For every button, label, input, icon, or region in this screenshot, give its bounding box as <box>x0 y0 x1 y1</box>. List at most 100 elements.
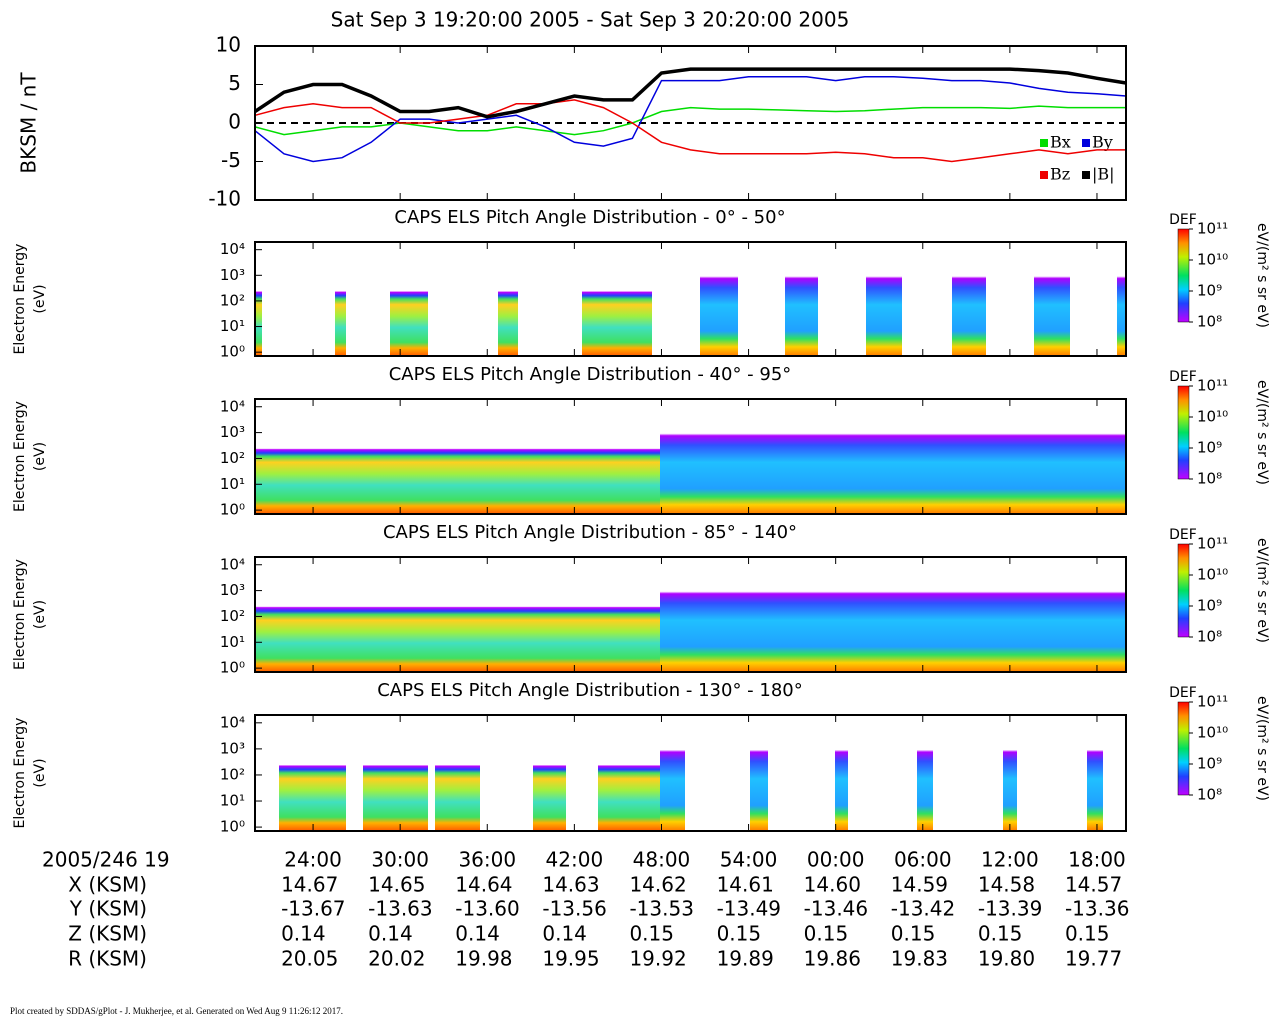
spectrogram-band <box>952 242 986 356</box>
y-tick-label: 10⁰ <box>220 343 245 361</box>
colorbar-tick-label: 10⁹ <box>1197 755 1222 773</box>
spectrogram-band <box>598 715 660 831</box>
legend-label: By <box>1092 133 1113 152</box>
colorbar-tick-label: 10⁹ <box>1197 282 1222 300</box>
colorbar <box>1177 228 1190 323</box>
spectrogram-band <box>255 399 660 514</box>
y-tick-label: 10¹ <box>220 633 245 651</box>
colorbar-tick-label: 10¹¹ <box>1197 693 1228 711</box>
colorbar-tick-label: 10¹⁰ <box>1197 408 1228 426</box>
legend-swatch <box>1040 171 1048 179</box>
row-value: 0.15 <box>717 922 762 946</box>
row-value: 0.14 <box>455 922 500 946</box>
y-axis-label: (eV) <box>32 600 48 629</box>
y-tick-label: 10² <box>220 765 245 783</box>
data-line <box>254 99 1126 163</box>
plot-frame <box>254 556 1127 673</box>
row-value: 0.15 <box>629 922 674 946</box>
colorbar-tick-label: 10⁸ <box>1197 786 1222 804</box>
colorbar-unit: eV/(m² s sr eV) <box>1254 223 1270 328</box>
y-tick-label: 10⁰ <box>220 501 245 519</box>
colorbar-tick-label: 10¹¹ <box>1197 220 1228 238</box>
row-value: -13.67 <box>281 897 345 921</box>
x-tick-label: 36:00 <box>458 848 516 872</box>
row-label: X (KSM) <box>68 873 147 897</box>
colorbar-label: DEF <box>1169 369 1197 385</box>
spectrogram-band <box>255 557 660 672</box>
row-value: 19.95 <box>542 947 599 971</box>
row-value: 14.65 <box>368 873 425 897</box>
y-tick-label: 10¹ <box>220 475 245 493</box>
y-tick-label: -10 <box>208 187 241 211</box>
x-tick-label: 18:00 <box>1068 848 1126 872</box>
spectrogram-band <box>866 242 902 356</box>
spectrogram-band <box>390 242 428 356</box>
y-tick-label: 10² <box>220 291 245 309</box>
row-value: 14.60 <box>804 873 861 897</box>
y-axis-label: Electron Energy <box>12 718 28 829</box>
colorbar-tick-label: 10⁹ <box>1197 597 1222 615</box>
spectrogram-band <box>363 715 428 831</box>
x-tick-label: 12:00 <box>981 848 1039 872</box>
row-value: -13.60 <box>455 897 519 921</box>
x-tick-label: 42:00 <box>546 848 604 872</box>
row-value: -13.46 <box>804 897 868 921</box>
plot-frame <box>254 398 1127 515</box>
y-tick-label: 10⁴ <box>220 397 245 415</box>
spectrogram-band <box>1087 715 1103 831</box>
row-value: 20.02 <box>368 947 425 971</box>
colorbar-tick-label: 10¹¹ <box>1197 535 1228 553</box>
spectrogram-band <box>1034 242 1070 356</box>
legend-label: |B| <box>1092 165 1115 184</box>
spectrogram-band <box>1117 242 1126 356</box>
row-value: 14.62 <box>629 873 686 897</box>
row-value: -13.49 <box>717 897 781 921</box>
spectrogram-band <box>435 715 480 831</box>
panel-title: CAPS ELS Pitch Angle Distribution - 40° … <box>389 364 792 385</box>
panel-title: CAPS ELS Pitch Angle Distribution - 0° -… <box>394 207 785 228</box>
x-tick-label: 00:00 <box>807 848 865 872</box>
y-tick-label: 10³ <box>220 739 245 757</box>
spectrogram-band <box>700 242 738 356</box>
row-value: -13.63 <box>368 897 432 921</box>
y-tick-label: 10⁰ <box>220 659 245 677</box>
y-tick-label: 10⁴ <box>220 713 245 731</box>
row-value: 19.80 <box>978 947 1035 971</box>
x-tick-label: 54:00 <box>720 848 778 872</box>
colorbar-label: DEF <box>1169 685 1197 701</box>
row-label: Z (KSM) <box>68 922 147 946</box>
colorbar <box>1177 701 1190 796</box>
spectrogram-band <box>1003 715 1017 831</box>
row-value: 0.15 <box>978 922 1023 946</box>
y-tick-label: -5 <box>221 148 241 172</box>
spectrogram-band <box>660 557 1126 672</box>
spectrogram-band <box>785 242 818 356</box>
row-value: -13.36 <box>1065 897 1129 921</box>
x-tick-label: 06:00 <box>894 848 952 872</box>
row-value: -13.42 <box>891 897 955 921</box>
row-value: 0.15 <box>891 922 936 946</box>
spectrogram-band <box>660 399 1126 514</box>
legend-label: Bx <box>1050 133 1071 152</box>
y-tick-label: 10 <box>216 33 241 57</box>
legend-swatch <box>1082 139 1090 147</box>
y-tick-label: 10¹ <box>220 792 245 810</box>
row-value: 14.64 <box>455 873 512 897</box>
row-value: 0.14 <box>542 922 587 946</box>
row-value: 0.14 <box>368 922 413 946</box>
plot-frame <box>254 45 1127 201</box>
colorbar-tick-label: 10¹¹ <box>1197 377 1228 395</box>
plot-frame <box>254 241 1127 357</box>
row-value: 14.67 <box>281 873 338 897</box>
footer: Plot created by SDDAS/gPlot - J. Mukherj… <box>10 1006 343 1016</box>
spectrogram-band <box>582 242 652 356</box>
row-label: R (KSM) <box>68 947 147 971</box>
spectrogram-band <box>660 715 685 831</box>
y-tick-label: 10⁰ <box>220 818 245 836</box>
panel-title: CAPS ELS Pitch Angle Distribution - 85° … <box>383 522 797 543</box>
row-value: 19.89 <box>717 947 774 971</box>
row-value: 14.61 <box>717 873 774 897</box>
row-value: 19.86 <box>804 947 861 971</box>
legend-swatch <box>1082 171 1090 179</box>
